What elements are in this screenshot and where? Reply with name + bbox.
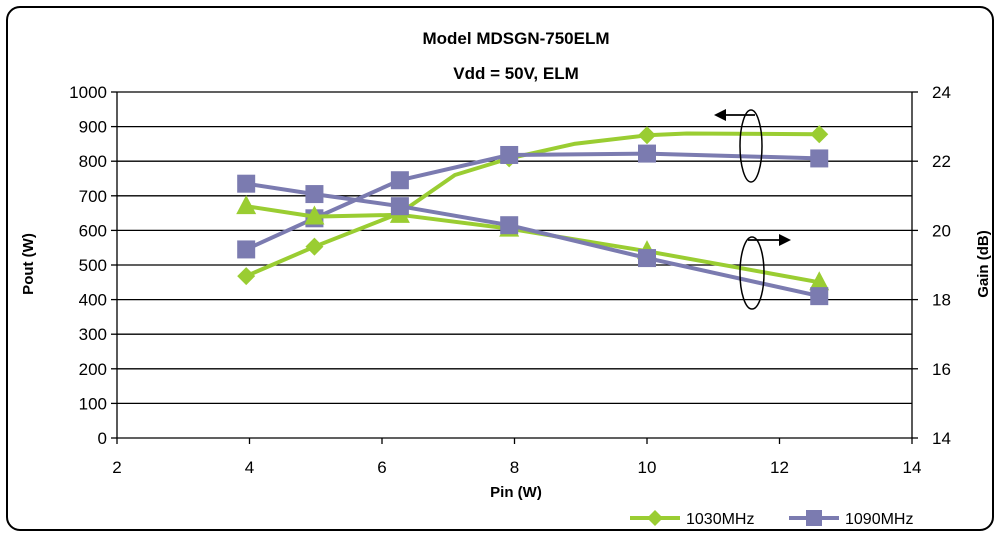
annotation-arrow-head-left: [714, 109, 726, 121]
y-tick-label-1000: 1000: [69, 83, 107, 102]
annotation-arrow-head-right: [779, 234, 791, 246]
y-tick-label-700: 700: [79, 187, 107, 206]
x-tick-label-12: 12: [770, 458, 789, 477]
series-line-gain-1090mhz: [245, 181, 820, 299]
y2-axis-label: Gain (dB): [975, 230, 992, 298]
data-point-pout-1090mhz-4: [638, 144, 656, 163]
data-point-pout-1090mhz-3: [500, 145, 519, 164]
y-tick-label-500: 500: [79, 256, 107, 275]
y-tick-label-100: 100: [79, 394, 107, 413]
legend: 1030MHz 1090MHz: [630, 510, 913, 528]
y-tick-label-800: 800: [79, 152, 107, 171]
data-point-gain-1090mhz-4: [638, 249, 656, 268]
series-line-gain-1030mhz: [245, 204, 820, 285]
data-point-pout-1030mhz-1: [305, 237, 324, 256]
y-axis-label: Pout (W): [20, 233, 37, 295]
y2-tick-label-22: 22: [932, 152, 951, 171]
y2-tick-label-20: 20: [932, 221, 951, 240]
legend-label-1030mhz: 1030MHz: [686, 511, 754, 528]
series-line-pout-1090mhz: [245, 151, 820, 252]
data-point-pout-1090mhz-0: [237, 240, 256, 259]
data-point-gain-1090mhz-3: [500, 216, 519, 235]
legend-swatch-marker-1090mhz: [806, 510, 822, 526]
legend-swatch-marker-1030mhz: [647, 510, 663, 526]
y2-tick-label-14: 14: [932, 429, 951, 448]
grid-layer: [117, 91, 912, 405]
x-tick-label-2: 2: [112, 458, 121, 477]
x-tick-label-10: 10: [638, 458, 657, 477]
x-tick-label-4: 4: [245, 458, 254, 477]
y-tick-label-400: 400: [79, 291, 107, 310]
data-point-pout-1090mhz-2: [390, 171, 409, 190]
data-point-gain-1090mhz-5: [810, 287, 829, 306]
x-tick-label-8: 8: [510, 458, 519, 477]
data-point-gain-1030mhz-0: [236, 195, 257, 215]
data-point-pout-1030mhz-5: [810, 125, 829, 144]
data-point-gain-1030mhz-5: [809, 271, 830, 291]
data-point-pout-1090mhz-5: [810, 149, 829, 168]
data-point-gain-1090mhz-1: [305, 185, 324, 204]
chart-frame: [6, 6, 994, 531]
y-tick-label-300: 300: [79, 325, 107, 344]
x-tick-label-14: 14: [903, 458, 922, 477]
annotation-ellipse-pout: [739, 109, 763, 183]
axes-layer: 0 100 200 300 400 500 600 700 800 900 1000 14 16 18 20…: [69, 83, 951, 477]
x-axis-label: Pin (W): [490, 484, 542, 501]
y2-tick-label-16: 16: [932, 360, 951, 379]
data-point-pout-1030mhz-0: [237, 267, 256, 286]
x-tick-label-6: 6: [377, 458, 386, 477]
data-point-gain-1090mhz-2: [390, 197, 409, 216]
legend-label-1090mhz: 1090MHz: [845, 511, 913, 528]
series-layer: [236, 125, 830, 306]
y-tick-label-0: 0: [98, 429, 107, 448]
y-tick-label-200: 200: [79, 360, 107, 379]
annotation-ellipse-gain: [739, 236, 765, 310]
data-point-gain-1030mhz-1: [304, 205, 325, 225]
data-point-pout-1030mhz-4: [638, 126, 656, 145]
data-point-gain-1090mhz-0: [237, 174, 256, 193]
y-tick-label-900: 900: [79, 118, 107, 137]
chart-subtitle: Vdd = 50V, ELM: [453, 64, 579, 83]
annotation-layer: [714, 109, 791, 310]
y2-tick-label-18: 18: [932, 291, 951, 310]
y2-tick-label-24: 24: [932, 83, 951, 102]
y-tick-label-600: 600: [79, 221, 107, 240]
chart-title: Model MDSGN-750ELM: [422, 29, 609, 48]
